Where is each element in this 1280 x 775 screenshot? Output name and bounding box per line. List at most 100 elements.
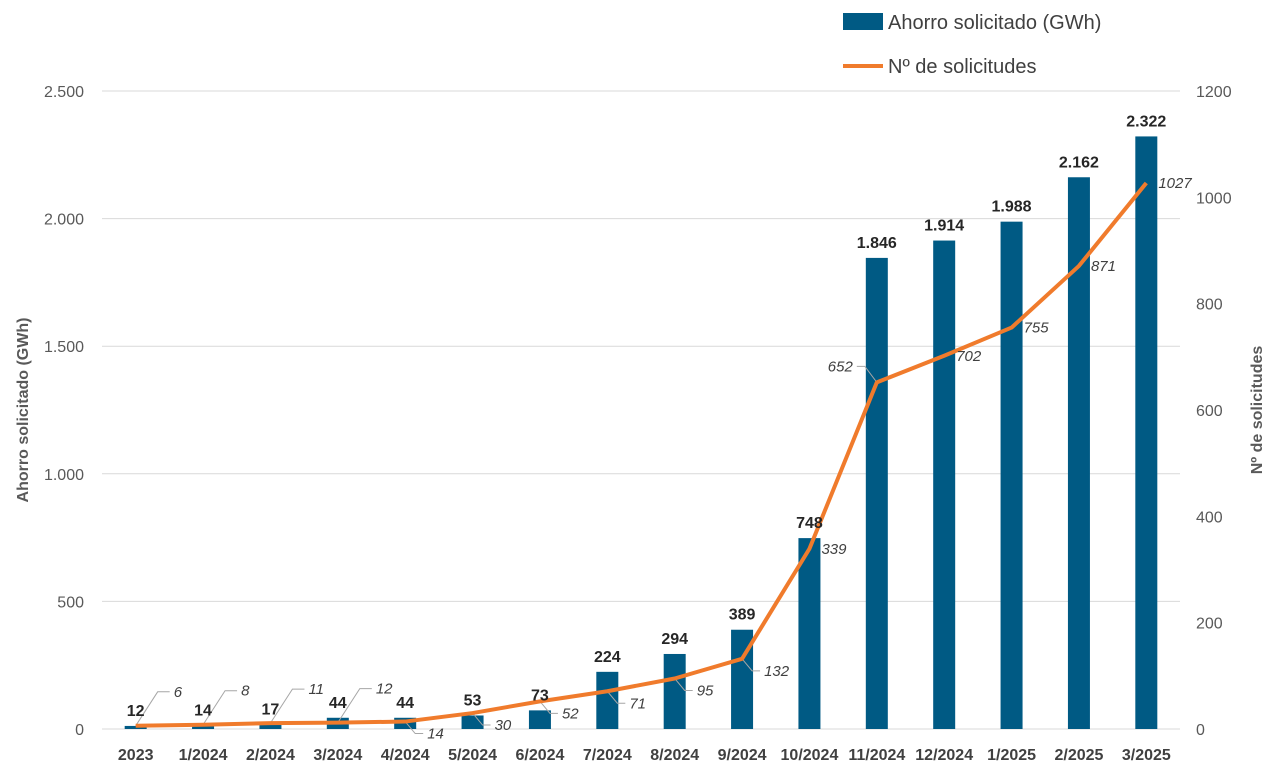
x-tick-label: 1/2025 [987,747,1036,764]
data-labels: 12 14 17 44 44 53 73 224 294 389 748 1.846 1.914 1.98… [127,113,1193,742]
axes: 0 500 1.000 1.500 2.000 2.500 0 200 400 600 800 100… [15,84,1266,764]
line-value-label: 95 [697,682,714,699]
line-value-label: 14 [427,726,444,743]
x-tick-label: 5/2024 [448,747,497,764]
leader-line [270,688,305,724]
bar [798,538,821,729]
left-tick-label: 1.000 [44,467,84,484]
bar-value-label: 1.988 [992,199,1032,216]
x-tick-label: 7/2024 [583,747,632,764]
bar [124,725,147,729]
leader-line [606,690,626,704]
line-value-label: 755 [1024,320,1050,337]
bar-value-label: 2.162 [1059,154,1099,171]
bar-value-label: 14 [194,702,212,719]
legend: Ahorro solicitado (GWh) Nº de solicitude… [843,12,1101,78]
right-tick-label: 400 [1196,509,1223,526]
legend-line-label: Nº de solicitudes [888,56,1037,78]
left-tick-label: 500 [57,594,84,611]
line-value-label: 1027 [1158,175,1192,192]
bar-value-label: 73 [531,687,549,704]
bar-value-label: 1.914 [924,218,964,235]
leader-line [337,688,372,723]
bar [461,715,484,729]
bar [596,671,619,729]
bar-value-label: 1.846 [857,235,897,252]
left-axis-title: Ahorro solicitado (GWh) [15,318,32,503]
x-tick-label: 2023 [118,747,154,764]
legend-bar-swatch [843,13,883,30]
bar-value-label: 294 [661,631,688,648]
line-value-label: 6 [174,684,183,701]
x-tick-label: 2/2024 [246,747,295,764]
left-tick-label: 1.500 [44,339,84,356]
line-value-label: 12 [376,681,393,698]
right-axis-title: Nº de solicitudes [1249,346,1266,475]
line-value-label: 71 [629,695,646,712]
bar [865,257,888,729]
bar-value-label: 12 [127,703,145,720]
leader-line [202,690,238,726]
x-tick-label: 2/2025 [1054,747,1103,764]
bar-series [124,136,1158,730]
bar [731,629,754,729]
line-path [135,181,1148,728]
leader-line [741,658,761,672]
bar-value-label: 224 [594,649,621,666]
leader-line [404,721,424,735]
line-value-label: 132 [764,663,790,680]
right-tick-label: 1200 [1196,84,1232,101]
left-tick-label: 2.000 [44,212,84,229]
leader-line [539,701,558,714]
leader-line [674,678,693,691]
right-tick-label: 1000 [1196,190,1232,207]
x-tick-label: 4/2024 [381,747,430,764]
x-tick-label: 12/2024 [915,747,973,764]
leader-line [472,712,491,726]
line-value-label: 11 [308,681,324,698]
bar [933,240,956,730]
bar-value-label: 2.322 [1126,113,1166,130]
line-value-label: 52 [562,705,579,722]
x-tick-label: 11/2024 [848,747,905,764]
x-tick-label: 8/2024 [650,747,699,764]
x-tick-label: 1/2024 [179,747,228,764]
bar [259,724,282,729]
leader-line [135,691,170,727]
line-value-label: 30 [495,717,512,734]
bar [528,710,551,729]
line-value-label: 871 [1091,258,1116,275]
leader-lines [135,365,878,735]
line-value-label: 8 [241,683,250,700]
right-tick-label: 0 [1196,722,1205,739]
gridlines [102,90,1180,730]
leader-line [856,365,878,383]
x-tick-label: 3/2025 [1122,747,1171,764]
bar [1000,221,1023,729]
bar-value-label: 44 [329,695,347,712]
bar [1067,177,1090,730]
legend-bar-label: Ahorro solicitado (GWh) [888,12,1101,34]
left-tick-label: 0 [75,722,84,739]
line-series [135,181,1148,728]
bar-value-label: 53 [464,692,482,709]
x-tick-label: 3/2024 [313,747,362,764]
bar [1135,136,1158,729]
bar-value-label: 17 [262,702,280,719]
line-value-label: 702 [956,348,982,365]
x-tick-label: 9/2024 [718,747,767,764]
line-value-label: 652 [828,358,854,375]
left-tick-label: 2.500 [44,84,84,101]
bar-value-label: 44 [396,695,414,712]
right-tick-label: 800 [1196,297,1223,314]
bar-value-label: 389 [729,607,756,624]
bar-value-label: 748 [796,515,823,532]
bar [663,653,686,729]
x-tick-label: 6/2024 [515,747,564,764]
line-value-label: 339 [821,541,847,558]
right-tick-label: 200 [1196,616,1223,633]
right-tick-label: 600 [1196,403,1223,420]
bar [192,725,215,729]
x-tick-label: 10/2024 [781,747,839,764]
